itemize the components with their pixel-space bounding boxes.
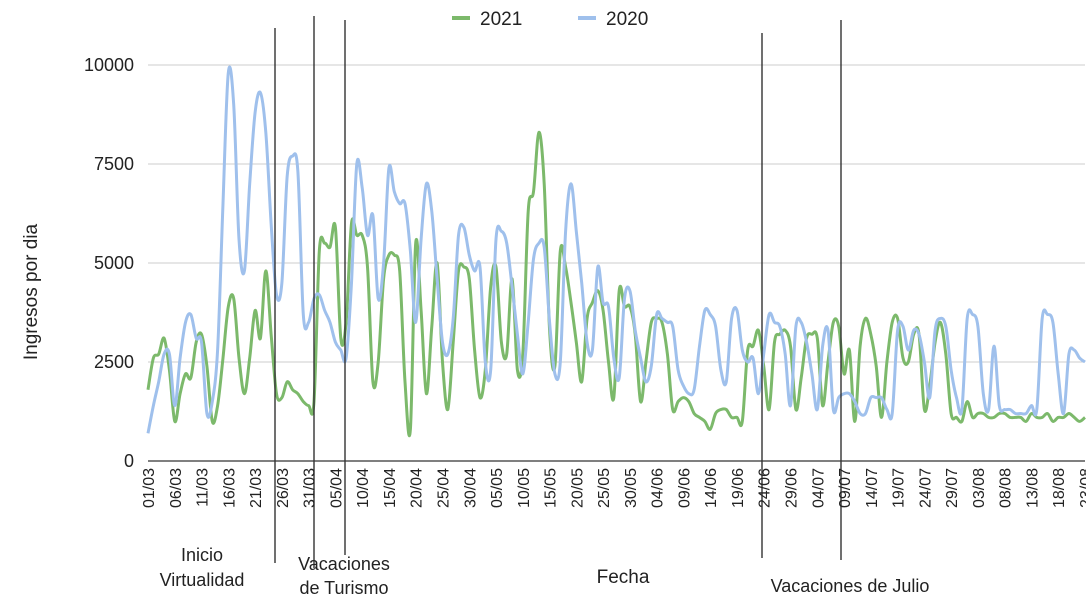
- x-tick-label: 30/05: [623, 468, 640, 508]
- gridlines: [148, 64, 1085, 462]
- x-tick-label: 05/05: [489, 468, 506, 508]
- x-tick-label: 16/03: [221, 468, 238, 508]
- x-tick-label: 24/06: [757, 468, 774, 508]
- x-tick-label: 30/04: [462, 468, 479, 508]
- x-tick-label: 01/03: [141, 468, 158, 508]
- x-tick-label: 19/06: [730, 468, 747, 508]
- annotation-turismo-line1: Vacaciones: [298, 554, 390, 574]
- x-tick-label: 13/08: [1024, 468, 1041, 508]
- y-tick-labels: 0 2500 5000 7500 10000: [84, 55, 134, 471]
- x-tick-label: 08/08: [998, 468, 1015, 508]
- x-tick-label: 09/06: [676, 468, 693, 508]
- x-tick-label: 21/03: [248, 468, 265, 508]
- annotation-julio-line1: Vacaciones de Julio: [771, 576, 930, 596]
- legend-label-2021: 2021: [480, 9, 522, 30]
- y-tick-label: 7500: [94, 154, 134, 174]
- x-tick-label: 31/03: [302, 468, 319, 508]
- x-tick-label: 29/06: [784, 468, 801, 508]
- y-tick-label: 10000: [84, 55, 134, 75]
- x-tick-label: 29/07: [944, 468, 961, 508]
- x-tick-label: 14/07: [864, 468, 881, 508]
- x-tick-label: 04/06: [650, 468, 667, 508]
- x-tick-label: 20/05: [569, 468, 586, 508]
- y-axis-title: Ingresos por dia: [21, 223, 42, 360]
- x-tick-label: 15/05: [543, 468, 560, 508]
- x-tick-label: 18/08: [1051, 468, 1068, 508]
- x-tick-label: 20/04: [409, 468, 426, 508]
- annotation-lines: [274, 16, 842, 568]
- x-tick-label: 26/03: [275, 468, 292, 508]
- x-tick-label: 03/08: [971, 468, 988, 508]
- x-tick-label: 04/07: [810, 468, 827, 508]
- annotation-turismo-line2: de Turismo: [299, 578, 388, 597]
- y-tick-label: 5000: [94, 253, 134, 273]
- x-tick-label: 10/05: [516, 468, 533, 508]
- x-tick-label: 09/07: [837, 468, 854, 508]
- x-tick-label: 10/04: [355, 468, 372, 508]
- x-tick-labels: 01/03 06/03 11/03 16/03 21/03 26/03 31/03 05/04…: [141, 468, 1086, 508]
- legend: 2021 2020: [452, 9, 648, 30]
- x-tick-label: 24/07: [917, 468, 934, 508]
- legend-label-2020: 2020: [606, 9, 648, 30]
- annotation-vacaciones-turismo: Vacaciones de Turismo: [298, 554, 390, 597]
- annotation-inicio-line2: Virtualidad: [160, 570, 245, 590]
- x-tick-label: 23/08: [1078, 468, 1086, 508]
- x-tick-label: 25/04: [435, 468, 452, 508]
- x-tick-label: 14/06: [703, 468, 720, 508]
- x-axis-title: Fecha: [597, 567, 650, 588]
- series-line-2021: [146, 130, 1086, 438]
- annotation-inicio-line1: Inicio: [181, 545, 223, 565]
- x-tick-label: 11/03: [195, 468, 212, 507]
- x-tick-label: 06/03: [168, 468, 185, 508]
- x-tick-label: 25/05: [596, 468, 613, 508]
- series-line-2020: [146, 65, 1086, 434]
- annotation-inicio-virtualidad: Inicio Virtualidad: [160, 545, 245, 590]
- y-tick-label: 0: [124, 451, 134, 471]
- annotation-vacaciones-julio: Vacaciones de Julio: [771, 576, 930, 596]
- x-tick-label: 15/04: [382, 468, 399, 508]
- x-tick-label: 19/07: [891, 468, 908, 508]
- series-lines: [146, 65, 1086, 438]
- y-tick-label: 2500: [94, 352, 134, 372]
- x-tick-label: 05/04: [328, 468, 345, 508]
